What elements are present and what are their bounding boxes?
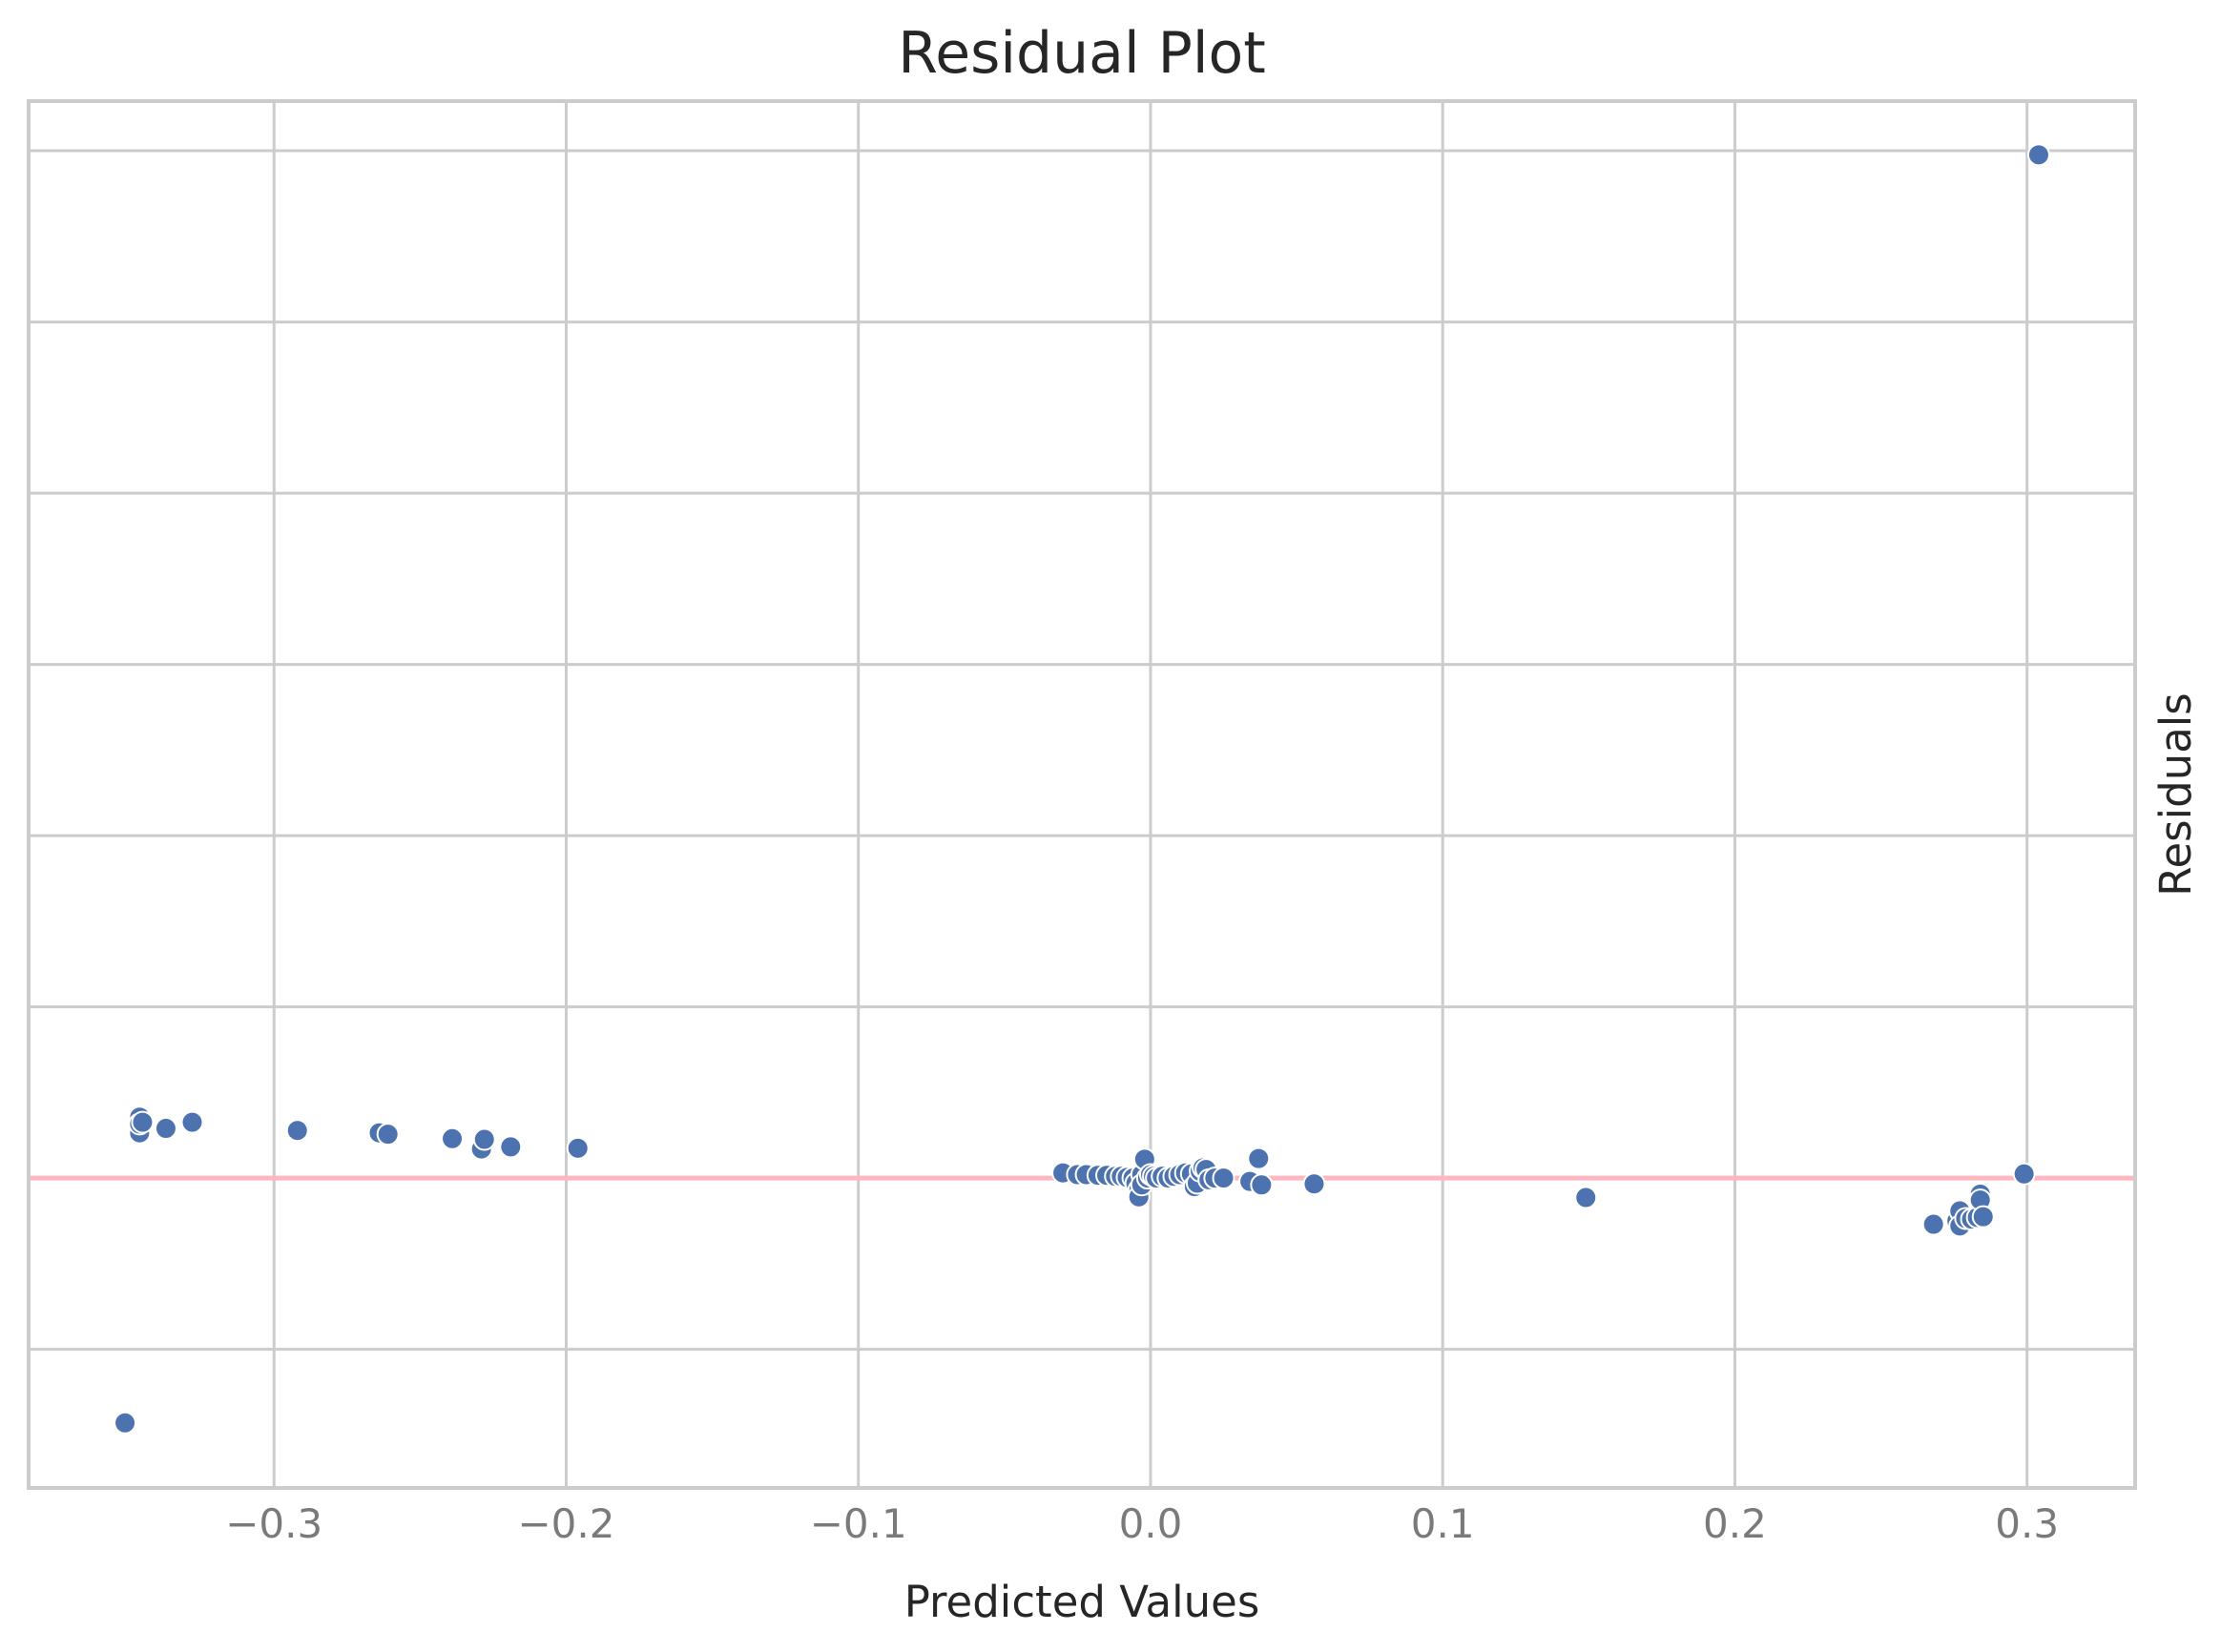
x-axis-label: Predicted Values <box>904 1577 1260 1627</box>
scatter-point <box>1921 1212 1945 1236</box>
scatter-point <box>1574 1186 1598 1209</box>
scatter-point <box>1247 1146 1271 1170</box>
chart-title: Residual Plot <box>898 20 1266 87</box>
scatter-point <box>1212 1167 1235 1190</box>
scatter-point <box>131 1110 155 1134</box>
scatter-points <box>114 143 2050 1435</box>
scatter-point <box>1250 1173 1274 1197</box>
scatter-point <box>376 1123 400 1146</box>
x-tick-label: −0.1 <box>810 1500 907 1547</box>
x-tick-label: −0.2 <box>517 1500 614 1547</box>
x-tick-label: 0.3 <box>1995 1500 2059 1547</box>
plot-frame <box>27 99 2137 1490</box>
scatter-point <box>285 1119 309 1143</box>
scatter-point <box>2012 1162 2036 1186</box>
x-tick-labels: −0.3 −0.2 −0.1 0.0 0.1 0.2 0.3 <box>225 1500 2059 1547</box>
scatter-point <box>1302 1172 1326 1196</box>
x-tick-label: −0.3 <box>225 1500 322 1547</box>
x-tick-label: 0.0 <box>1119 1500 1183 1547</box>
scatter-point <box>566 1136 590 1160</box>
scatter-point <box>180 1110 204 1134</box>
y-axis-label: Residuals <box>2150 692 2201 897</box>
scatter-point <box>472 1127 496 1151</box>
scatter-point <box>2026 143 2050 167</box>
grid-lines <box>29 101 2135 1488</box>
scatter-point <box>1971 1205 1995 1229</box>
scatter-point <box>114 1411 137 1435</box>
scatter-point <box>499 1135 523 1159</box>
x-tick-label: 0.1 <box>1411 1500 1475 1547</box>
scatter-point <box>441 1126 465 1150</box>
scatter-point <box>154 1117 177 1141</box>
x-tick-label: 0.2 <box>1703 1500 1767 1547</box>
